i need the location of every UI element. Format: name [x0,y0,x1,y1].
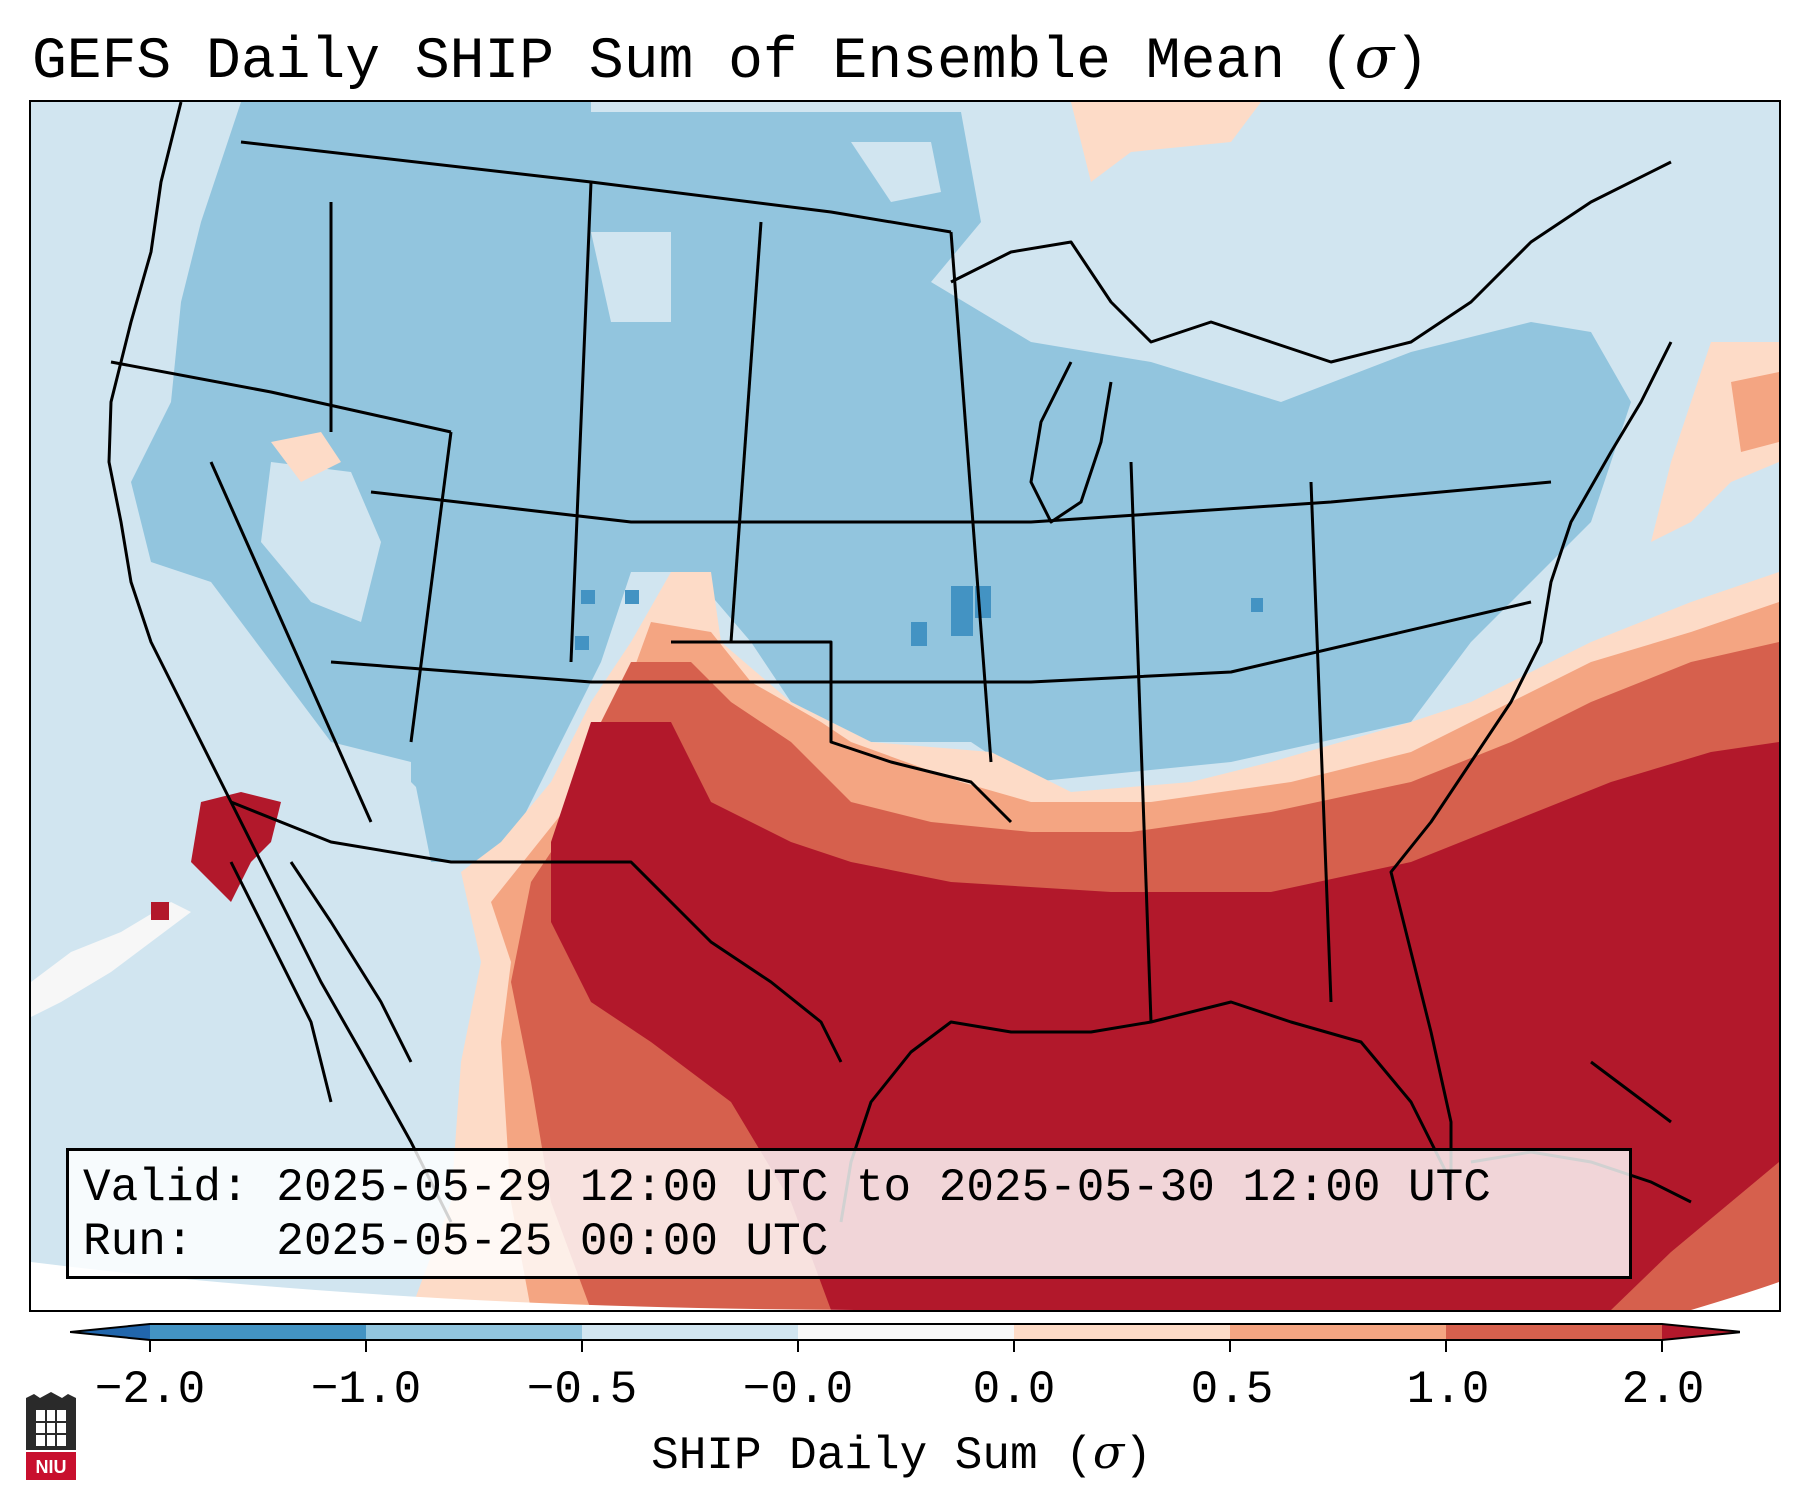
pacific-neutral-streak [31,902,191,1017]
colorbar-bin [798,1324,1015,1340]
bahamas-outline [1590,1060,1672,1124]
colorbar-bin [1446,1324,1663,1340]
niu-logo-icon: NIU [26,1392,76,1480]
baja-coast [229,861,333,1103]
horizontal-border-2 [370,480,1552,524]
gulf-coast [839,1000,1453,1223]
colorbar-bin [150,1324,367,1340]
california-extreme-patch [191,792,281,902]
vertical-border-8 [209,461,373,823]
colorbar-label: SHIP Daily Sum (σ) [651,1425,1152,1482]
vertical-border-7 [1309,481,1333,1003]
nevada-positive-patch [271,432,341,482]
vertical-border-2 [409,431,453,743]
state-borders [107,102,1673,1223]
vertical-border-3 [569,181,593,663]
colorbar [70,1323,1740,1352]
horizontal-border-3 [330,600,1532,684]
mountain-west-negative [411,662,511,822]
negative-speck [951,586,973,636]
vertical-border-6 [1129,461,1153,1023]
colorbar-tick-label: −0.5 [526,1364,638,1416]
valid-run-info-box: Valid: 2025-05-29 12:00 UTC to 2025-05-3… [66,1148,1632,1279]
colorbar-bin [582,1324,799,1340]
horizontal-border-1 [110,360,452,434]
colorbar-extension-low [70,1324,150,1340]
gulf-of-california [289,861,413,1063]
negative-speck [575,636,589,650]
valid-value: 2025-05-29 12:00 UTC to 2025-05-30 12:00… [276,1162,1491,1214]
colorbar-tick-label: −2.0 [94,1364,206,1416]
colorbar-bin [1230,1324,1447,1340]
colorbar-tick-label: −1.0 [310,1364,422,1416]
colorbar-tick-label: 0.5 [1190,1364,1274,1416]
map-panel [29,100,1781,1312]
texas-panhandle [671,640,1013,824]
northern-plains-light [851,142,941,202]
colorbar-extension-high [1662,1324,1740,1340]
logo-banner [26,1452,76,1480]
logo-text: NIU [36,1457,67,1477]
extreme-speck [151,902,169,920]
negative-speck [911,622,927,646]
atlantic-coast [1389,341,1673,1182]
colorbar-bin [366,1324,583,1340]
title-sigma: σ [1354,23,1395,91]
run-label: Run: [83,1216,194,1268]
negative-speck [581,590,595,604]
negative-speck [1251,598,1263,612]
vertical-border-5 [949,231,993,763]
colorbar-tick-label: 2.0 [1621,1364,1705,1416]
projection-edge [31,1262,931,1310]
run-value: 2025-05-25 00:00 UTC [276,1216,829,1268]
colorbar-bin [1014,1324,1231,1340]
ship-map [31,102,1779,1310]
western-negative-region [131,102,1631,862]
canada-border [240,140,952,234]
vertical-border-4 [729,221,763,643]
great-lakes-shore [950,160,1672,364]
northeast-positive-mid [1731,372,1779,452]
mexico-border [230,800,843,1063]
figure-title: GEFS Daily SHIP Sum of Ensemble Mean (σ) [32,23,1430,95]
great-basin-light [261,462,381,622]
colorbar-tick-label: −0.0 [742,1364,854,1416]
logo-building [36,1410,66,1446]
valid-label: Valid: [83,1162,249,1214]
colorbar-tick-label: 1.0 [1406,1364,1490,1416]
negative-speck [625,590,639,604]
colorbar-sigma: σ [1092,1425,1125,1479]
west-coast-line [107,102,453,1223]
canada-positive-patch [1071,102,1261,182]
colorbar-tick-label: 0.0 [972,1364,1056,1416]
wyoming-light [591,232,671,322]
projection-edge-right [1691,1282,1779,1310]
